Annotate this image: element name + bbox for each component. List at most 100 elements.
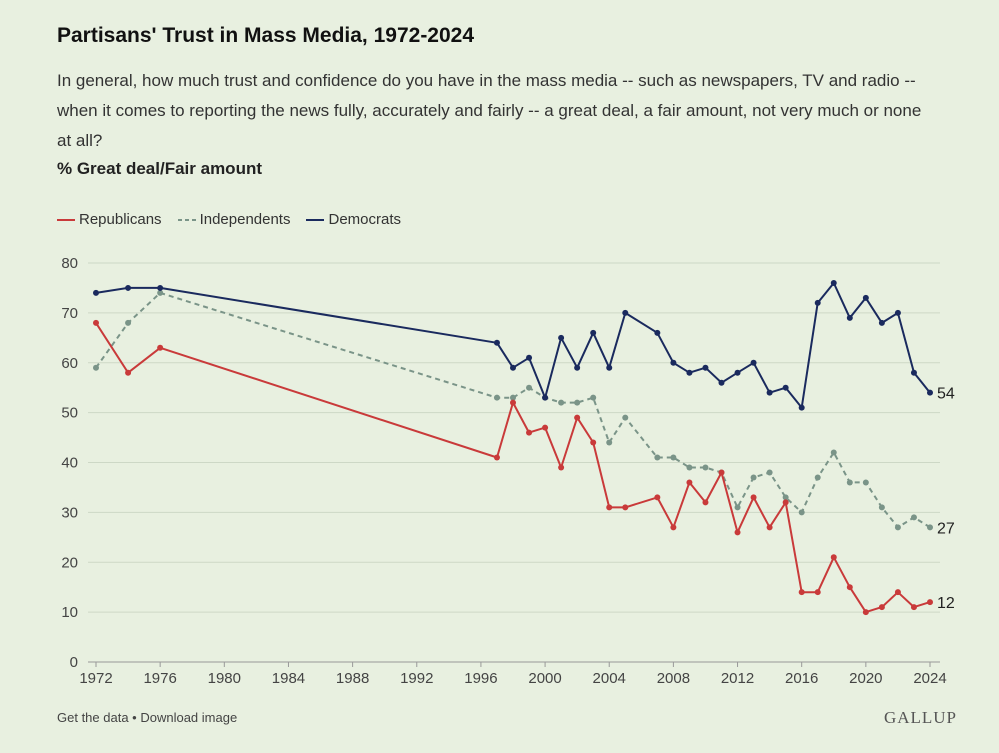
data-point-independents xyxy=(510,394,516,401)
data-point-democrats xyxy=(510,364,516,371)
data-point-independents xyxy=(862,479,869,486)
data-point-democrats xyxy=(830,279,837,286)
data-point-democrats xyxy=(878,319,885,326)
legend-swatch-republicans xyxy=(57,218,75,221)
data-point-independents xyxy=(622,414,629,421)
y-tick-label: 70 xyxy=(61,305,78,322)
data-point-republicans xyxy=(878,604,885,611)
data-point-independents xyxy=(654,454,661,461)
data-point-independents xyxy=(702,464,709,471)
data-point-republicans xyxy=(654,494,661,501)
data-point-republicans xyxy=(606,504,613,511)
gallup-logo: GALLUP xyxy=(883,708,957,727)
data-point-democrats xyxy=(125,284,132,291)
data-point-republicans xyxy=(526,429,533,436)
x-tick-label: 2024 xyxy=(913,670,946,687)
data-point-democrats xyxy=(750,359,757,366)
legend-swatch-democrats xyxy=(306,218,325,221)
data-point-republicans xyxy=(590,439,597,446)
series-line-democrats xyxy=(95,282,931,409)
x-tick-label: 2008 xyxy=(657,670,690,687)
data-point-independents xyxy=(93,364,99,371)
data-point-independents xyxy=(910,514,917,521)
data-point-republicans xyxy=(510,399,516,406)
data-point-independents xyxy=(830,449,837,456)
data-point-democrats xyxy=(590,329,597,336)
chart-title: Partisans' Trust in Mass Media, 1972-202… xyxy=(57,24,475,47)
data-point-republicans xyxy=(93,319,99,326)
x-tick-label: 2012 xyxy=(721,670,754,687)
data-point-democrats xyxy=(782,384,789,391)
data-point-independents xyxy=(686,464,693,471)
footer-links: Get the data • Download image xyxy=(57,710,237,725)
x-tick-label: 2016 xyxy=(785,670,818,687)
data-point-democrats xyxy=(734,369,741,376)
data-point-democrats xyxy=(93,289,99,296)
footer-separator: • xyxy=(128,710,141,725)
data-point-democrats xyxy=(702,364,709,371)
end-label-independents: 27 xyxy=(937,520,955,537)
data-point-democrats xyxy=(814,299,821,306)
x-tick-label: 1992 xyxy=(400,670,433,687)
data-point-democrats xyxy=(718,379,725,386)
data-point-republicans xyxy=(702,499,709,506)
legend: Republicans Independents Democrats xyxy=(57,211,417,228)
legend-label-independents: Independents xyxy=(199,211,291,228)
data-point-republicans xyxy=(734,529,741,536)
x-tick-label: 2000 xyxy=(528,670,561,687)
data-point-republicans xyxy=(686,479,693,486)
data-point-democrats xyxy=(542,394,549,401)
y-tick-label: 0 xyxy=(70,654,78,671)
data-point-republicans xyxy=(750,494,757,501)
data-point-independents xyxy=(493,394,500,401)
data-point-republicans xyxy=(542,424,549,431)
survey-question: In general, how much trust and confidenc… xyxy=(57,71,922,150)
data-point-democrats xyxy=(654,329,661,336)
end-label-democrats: 54 xyxy=(937,386,955,403)
data-point-republicans xyxy=(622,504,629,511)
data-point-democrats xyxy=(894,309,901,316)
data-point-independents xyxy=(526,384,533,391)
data-point-republicans xyxy=(718,469,725,476)
y-tick-label: 20 xyxy=(61,554,78,571)
data-point-republicans xyxy=(782,499,789,506)
data-point-independents xyxy=(750,474,757,481)
data-point-republicans xyxy=(125,369,132,376)
data-point-republicans xyxy=(766,524,773,531)
y-tick-label: 10 xyxy=(61,604,78,621)
get-data-link[interactable]: Get the data xyxy=(57,710,129,725)
legend-item-independents[interactable]: Independents xyxy=(177,211,291,228)
data-point-independents xyxy=(558,399,565,406)
data-point-democrats xyxy=(846,314,853,321)
data-point-democrats xyxy=(910,369,917,376)
data-point-independents xyxy=(125,319,132,326)
data-point-independents xyxy=(157,289,164,296)
legend-item-democrats[interactable]: Democrats xyxy=(306,211,401,228)
data-point-democrats xyxy=(526,354,533,361)
series-line-republicans xyxy=(95,322,931,614)
legend-label-democrats: Democrats xyxy=(328,211,402,228)
data-point-independents xyxy=(766,469,773,476)
data-point-democrats xyxy=(798,404,805,411)
x-tick-label: 1984 xyxy=(272,670,305,687)
data-point-democrats xyxy=(157,284,164,291)
x-tick-label: 2004 xyxy=(593,670,626,687)
data-point-independents xyxy=(606,439,613,446)
data-point-independents xyxy=(814,474,821,481)
data-point-republicans xyxy=(894,589,901,596)
data-point-independents xyxy=(734,504,741,511)
end-label-republicans: 12 xyxy=(937,595,955,612)
data-point-independents xyxy=(878,504,885,511)
data-point-independents xyxy=(590,394,597,401)
data-point-democrats xyxy=(766,389,773,396)
legend-item-republicans[interactable]: Republicans xyxy=(57,211,162,228)
legend-label-republicans: Republicans xyxy=(79,211,162,228)
download-image-link[interactable]: Download image xyxy=(140,710,238,725)
data-point-democrats xyxy=(574,364,581,371)
data-point-republicans xyxy=(493,454,500,461)
data-point-republicans xyxy=(814,589,821,596)
x-tick-label: 1980 xyxy=(208,670,241,687)
data-point-republicans xyxy=(670,524,677,531)
data-point-independents xyxy=(782,494,789,501)
x-tick-label: 1988 xyxy=(336,670,369,687)
